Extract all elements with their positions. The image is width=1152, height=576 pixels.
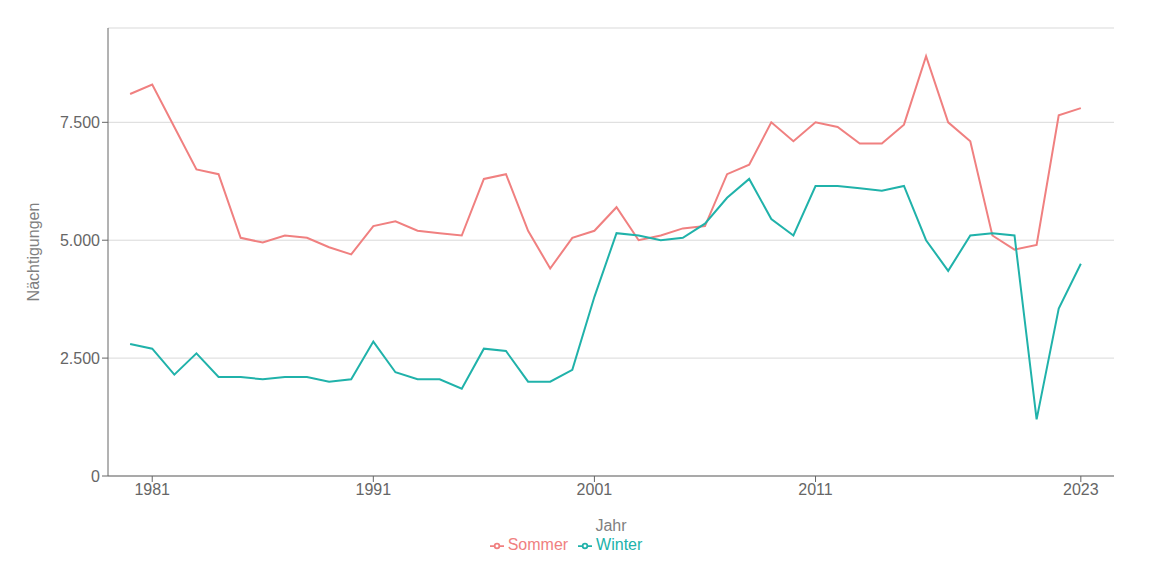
- html-text:Winter: Winter: [596, 536, 643, 553]
- svg-text:5.000: 5.000: [60, 232, 100, 249]
- svg-text:1981: 1981: [134, 481, 170, 498]
- svg-text:Jahr: Jahr: [595, 517, 627, 534]
- svg-text:0: 0: [91, 468, 100, 485]
- svg-text:2.500: 2.500: [60, 350, 100, 367]
- html-text:Sommer: Sommer: [507, 536, 569, 553]
- svg-text:7.500: 7.500: [60, 114, 100, 131]
- svg-text:2001: 2001: [577, 481, 613, 498]
- svg-text:Nächtigungen: Nächtigungen: [25, 203, 42, 302]
- svg-text:1991: 1991: [356, 481, 392, 498]
- svg-text:2023: 2023: [1063, 481, 1099, 498]
- svg-text:2011: 2011: [798, 481, 833, 498]
